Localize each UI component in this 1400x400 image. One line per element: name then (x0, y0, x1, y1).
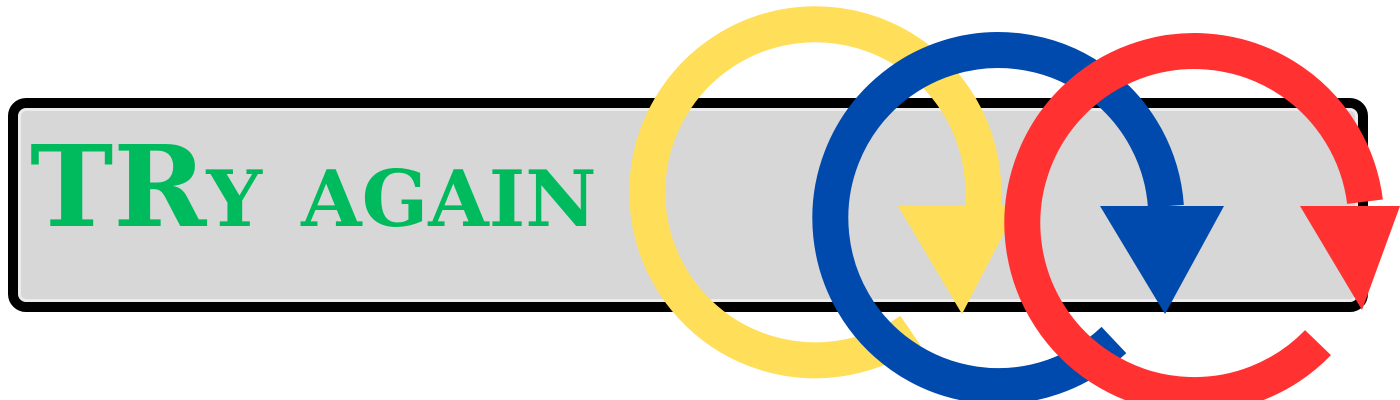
retry-arrow-red-icon (1004, 33, 1400, 400)
try-again-label: TRy again (30, 122, 597, 253)
